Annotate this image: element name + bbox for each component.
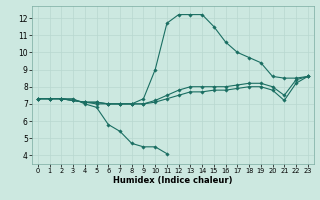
X-axis label: Humidex (Indice chaleur): Humidex (Indice chaleur) [113,176,233,185]
